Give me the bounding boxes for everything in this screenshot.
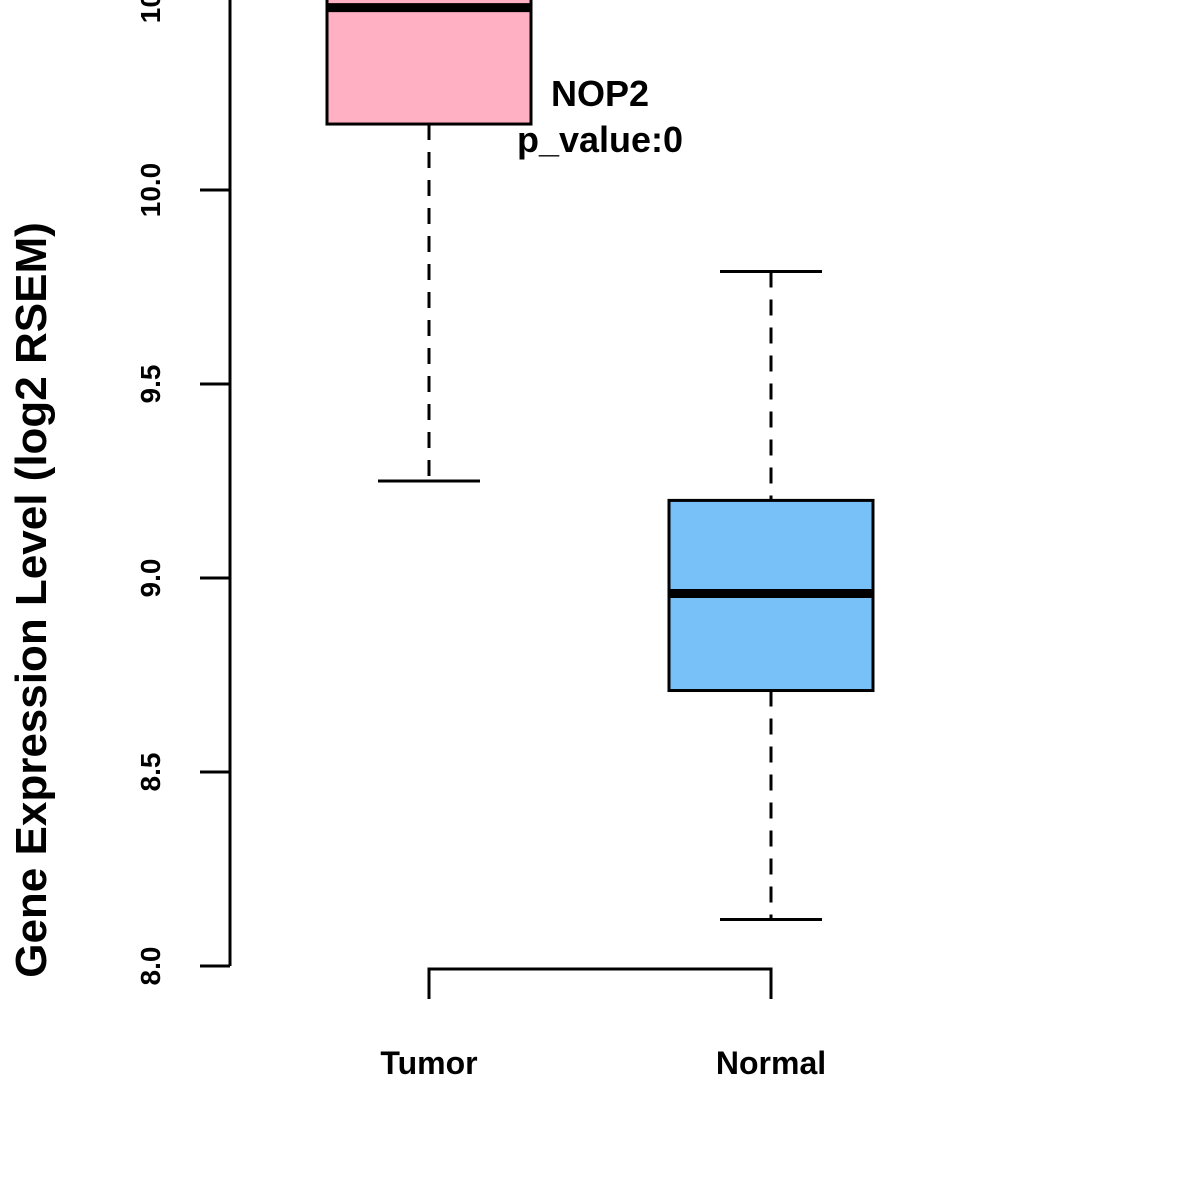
y-tick-label: 10.5 [135,0,166,23]
box-normal [667,269,875,921]
y-tick-label: 10.0 [135,163,166,218]
x-tick-label-tumor: Tumor [380,1045,477,1081]
bracket-line [427,967,773,999]
significance-bracket [427,967,773,999]
y-axis-label: Gene Expression Level (log2 RSEM) [7,222,56,978]
y-axis: 8.08.59.09.510.010.511.011.5 [135,0,232,986]
chart-title: NOP2 [551,73,649,114]
chart-subtitle: p_value:0 [517,119,683,160]
iqr-box [325,0,533,126]
boxes-group [325,0,875,921]
y-tick-label: 8.0 [135,947,166,986]
y-tick-label: 8.5 [135,753,166,792]
x-tick-label-normal: Normal [716,1045,826,1081]
y-tick-label: 9.5 [135,365,166,404]
box-tumor [325,0,533,483]
x-axis-labels: Tumor Normal [380,1045,826,1081]
y-tick-label: 9.0 [135,559,166,598]
